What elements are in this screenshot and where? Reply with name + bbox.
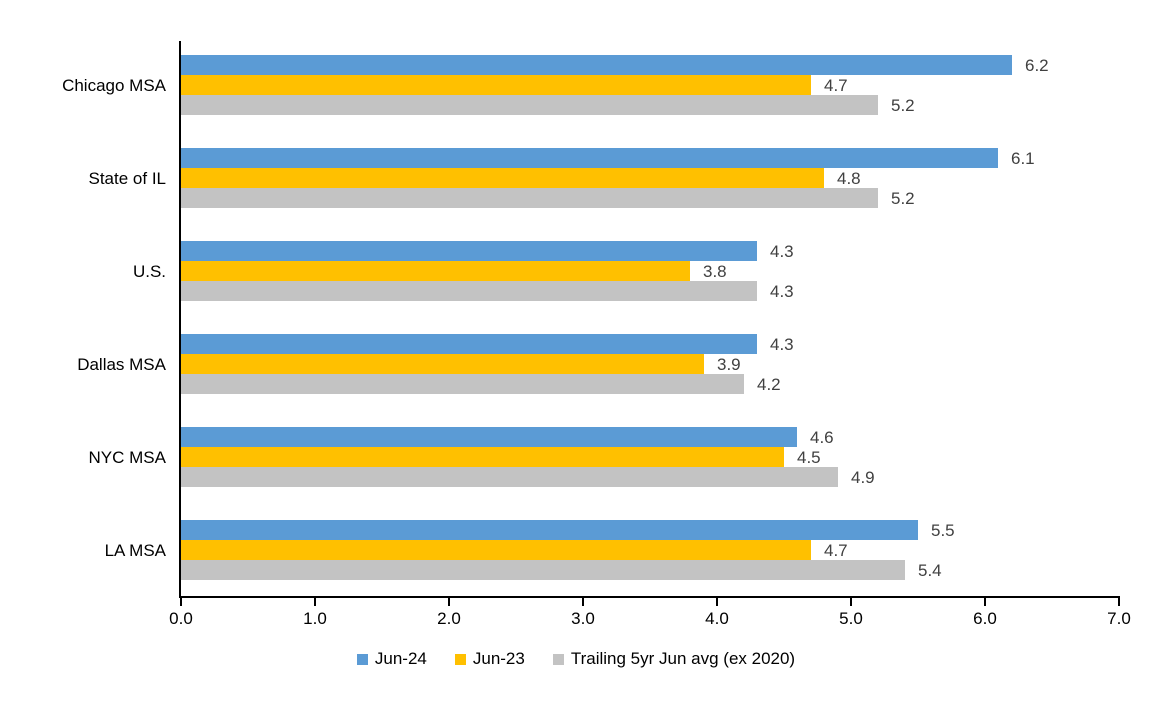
- x-tick-label-7.0: 7.0: [1107, 609, 1131, 628]
- category-label-dallas-msa: Dallas MSA: [77, 355, 166, 374]
- bar-jun-24-u-s: [181, 241, 757, 261]
- value-label-trailing-5yr-jun-avg-ex-2020-dallas-msa: 4.2: [757, 375, 781, 394]
- legend-item-trailing-5yr-jun-avg-ex-2020: Trailing 5yr Jun avg (ex 2020): [552, 649, 796, 669]
- legend-label-jun-24: Jun-24: [374, 649, 427, 668]
- x-tick-mark-2.0: [448, 598, 450, 606]
- bar-jun-23-dallas-msa: [181, 354, 704, 374]
- category-label-chicago-msa: Chicago MSA: [62, 76, 166, 95]
- bar-jun-24-la-msa: [181, 520, 918, 540]
- x-tick-mark-5.0: [850, 598, 852, 606]
- x-tick-label-5.0: 5.0: [839, 609, 863, 628]
- legend-swatch-icon: [356, 653, 368, 665]
- bar-trailing-5yr-jun-avg-ex-2020-chicago-msa: [181, 95, 878, 115]
- x-tick-mark-1.0: [314, 598, 316, 606]
- value-label-jun-24-dallas-msa: 4.3: [770, 335, 794, 354]
- bar-jun-23-chicago-msa: [181, 75, 811, 95]
- value-label-trailing-5yr-jun-avg-ex-2020-chicago-msa: 5.2: [891, 96, 915, 115]
- value-label-jun-23-nyc-msa: 4.5: [797, 448, 821, 467]
- bar-jun-23-nyc-msa: [181, 447, 784, 467]
- legend-swatch-icon: [454, 653, 466, 665]
- x-tick-label-0.0: 0.0: [169, 609, 193, 628]
- value-label-jun-23-dallas-msa: 3.9: [717, 355, 741, 374]
- legend-label-jun-23: Jun-23: [472, 649, 525, 668]
- x-axis-line: [179, 596, 1120, 598]
- value-label-jun-24-u-s: 4.3: [770, 242, 794, 261]
- bar-trailing-5yr-jun-avg-ex-2020-dallas-msa: [181, 374, 744, 394]
- x-tick-mark-3.0: [582, 598, 584, 606]
- x-tick-label-4.0: 4.0: [705, 609, 729, 628]
- bar-jun-23-la-msa: [181, 540, 811, 560]
- x-tick-mark-6.0: [984, 598, 986, 606]
- legend-label-trailing-5yr-jun-avg-ex-2020: Trailing 5yr Jun avg (ex 2020): [570, 649, 796, 668]
- x-tick-label-2.0: 2.0: [437, 609, 461, 628]
- bar-jun-24-chicago-msa: [181, 55, 1012, 75]
- x-tick-label-6.0: 6.0: [973, 609, 997, 628]
- bar-trailing-5yr-jun-avg-ex-2020-la-msa: [181, 560, 905, 580]
- legend: Jun-24 Jun-23 Trailing 5yr Jun avg (ex 202…: [0, 649, 1152, 669]
- value-label-trailing-5yr-jun-avg-ex-2020-u-s: 4.3: [770, 282, 794, 301]
- bar-jun-24-dallas-msa: [181, 334, 757, 354]
- value-label-jun-24-nyc-msa: 4.6: [810, 428, 834, 447]
- value-label-jun-23-chicago-msa: 4.7: [824, 76, 848, 95]
- legend-swatch-icon: [552, 653, 564, 665]
- x-tick-mark-4.0: [716, 598, 718, 606]
- value-label-jun-23-u-s: 3.8: [703, 262, 727, 281]
- category-label-la-msa: LA MSA: [104, 541, 166, 560]
- x-tick-label-1.0: 1.0: [303, 609, 327, 628]
- x-tick-mark-0.0: [180, 598, 182, 606]
- category-label-state-of-il: State of IL: [88, 169, 167, 188]
- value-label-trailing-5yr-jun-avg-ex-2020-state-of-il: 5.2: [891, 189, 915, 208]
- bar-trailing-5yr-jun-avg-ex-2020-state-of-il: [181, 188, 878, 208]
- x-tick-label-3.0: 3.0: [571, 609, 595, 628]
- value-label-trailing-5yr-jun-avg-ex-2020-nyc-msa: 4.9: [851, 468, 875, 487]
- value-label-trailing-5yr-jun-avg-ex-2020-la-msa: 5.4: [918, 561, 942, 580]
- bar-jun-23-state-of-il: [181, 168, 824, 188]
- value-label-jun-24-la-msa: 5.5: [931, 521, 955, 540]
- bar-trailing-5yr-jun-avg-ex-2020-nyc-msa: [181, 467, 838, 487]
- value-label-jun-23-la-msa: 4.7: [824, 541, 848, 560]
- x-tick-mark-7.0: [1118, 598, 1120, 606]
- value-label-jun-23-state-of-il: 4.8: [837, 169, 861, 188]
- bar-trailing-5yr-jun-avg-ex-2020-u-s: [181, 281, 757, 301]
- bar-jun-23-u-s: [181, 261, 690, 281]
- y-axis-line: [179, 41, 181, 598]
- category-label-u-s: U.S.: [132, 262, 166, 281]
- bar-jun-24-nyc-msa: [181, 427, 797, 447]
- legend-item-jun-24: Jun-24: [356, 649, 427, 669]
- value-label-jun-24-chicago-msa: 6.2: [1025, 56, 1049, 75]
- category-label-nyc-msa: NYC MSA: [88, 448, 166, 467]
- bar-jun-24-state-of-il: [181, 148, 998, 168]
- legend-item-jun-23: Jun-23: [454, 649, 525, 669]
- value-label-jun-24-state-of-il: 6.1: [1011, 149, 1035, 168]
